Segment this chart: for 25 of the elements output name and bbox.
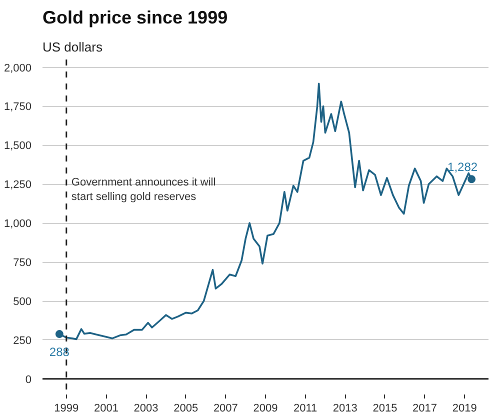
x-tick-label: 2011	[293, 402, 318, 414]
chart-title: Gold price since 1999	[42, 8, 228, 28]
chart-subtitle: US dollars	[42, 40, 103, 54]
y-tick-label: 250	[13, 334, 32, 347]
y-tick-label: 0	[25, 374, 32, 386]
x-tick-label: 2009	[253, 402, 278, 414]
x-tick-label: 2017	[412, 402, 438, 414]
y-tick-label: 1,750	[4, 101, 32, 114]
x-tick-label: 2007	[213, 402, 238, 414]
x-tick-label: 2005	[174, 402, 198, 414]
y-tick-label: 500	[13, 296, 32, 308]
data-label: 288	[49, 345, 70, 360]
y-tick-label: 2,000	[4, 62, 32, 74]
y-tick-label: 1,500	[4, 140, 32, 152]
x-tick-label: 2003	[134, 402, 158, 414]
x-tick-label: 2019	[452, 402, 477, 414]
y-tick-label: 750	[13, 257, 32, 270]
x-tick-label: 2015	[372, 402, 398, 414]
ref-line-label: Government announces it will start selling gold reserves	[71, 176, 216, 203]
x-tick-label: 2001	[94, 402, 118, 414]
data-label: 1,282	[448, 160, 478, 174]
y-tick-label: 1,250	[4, 179, 32, 192]
x-tick-label: 2013	[332, 402, 358, 414]
x-tick-label: 1999	[54, 402, 79, 414]
y-tick-label: 1,000	[4, 218, 32, 230]
